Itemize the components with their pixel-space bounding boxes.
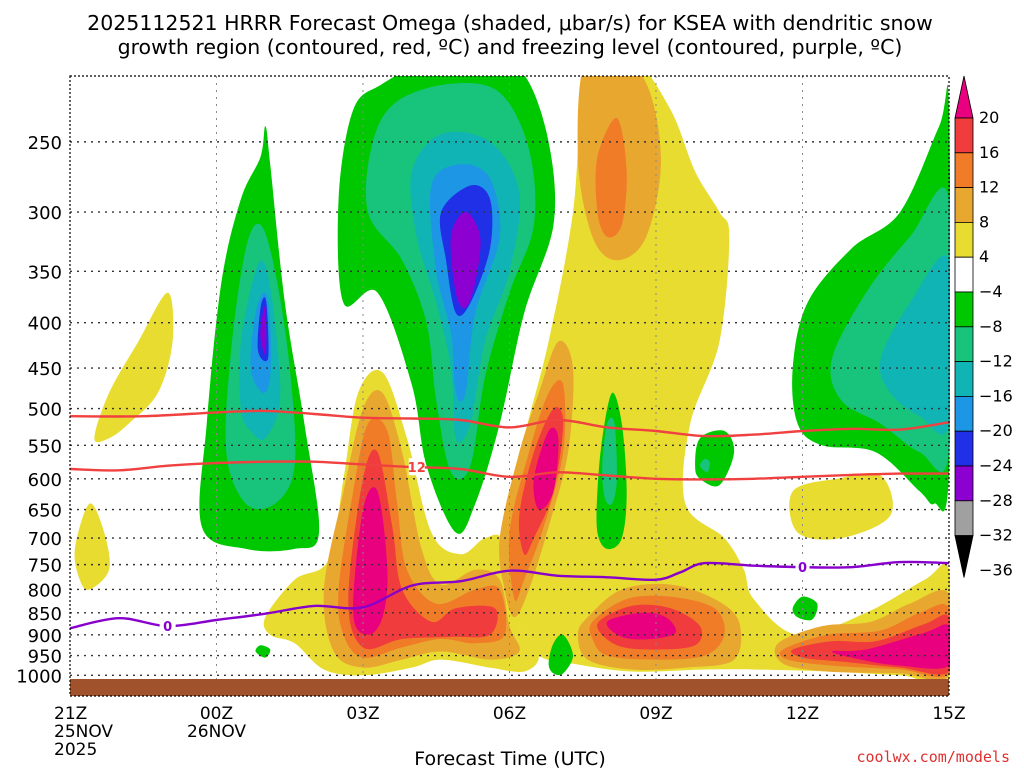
omega-region-33 [831,624,950,669]
omega-region-39 [602,417,617,505]
colorbar: 20 16 12 8 4 −4 −8 −12 −16 −20 −24 −28 −32 −36 [954,75,1013,579]
colorbar-swatch-5 [954,256,974,293]
plot-grid [70,76,949,696]
y-tick-label-250: 250 [28,133,62,154]
omega-region-21 [353,487,388,635]
freezing-label-bg-2 [795,558,810,576]
y-tick-label-650: 650 [28,501,62,522]
chart-title-line-1: 2025112521 HRRR Forecast Omega (shaded, … [87,11,933,35]
colorbar-label-9: −20 [979,421,1013,440]
y-tick-label-850: 850 [28,604,62,625]
y-tick-label-550: 550 [28,436,62,457]
colorbar-swatch-6 [954,291,974,328]
x-tick-year-0: 2025 [54,740,97,760]
y-tick-label-350: 350 [28,262,62,283]
colorbar-label-4: 4 [979,247,989,266]
x-tick-date-0: 25NOV [54,722,113,742]
x-tick-label-21Z: 21Z [54,704,87,724]
colorbar-label-0: 20 [979,108,999,127]
y-tick-label-700: 700 [28,529,62,550]
colorbar-label-2: 12 [979,178,999,197]
x-tick-date-1: 26NOV [187,722,246,742]
colorbar-label-8: −16 [979,386,1013,405]
y-tick-label-500: 500 [28,400,62,421]
omega-region-41 [699,458,710,473]
omega-region-42 [792,596,818,621]
colorbar-label-13: −36 [979,560,1013,579]
isotherm-line-1 [70,460,950,481]
y-tick-label-1000: 1000 [16,666,62,687]
isotherm-line-0 [70,409,950,438]
colorbar-swatch-10 [954,430,974,467]
contour-labels: 12 0 0 [159,458,810,635]
colorbar-swatch-12 [954,500,974,536]
colorbar-swatch-4 [954,221,974,258]
colorbar-label-6: −8 [979,317,1003,336]
colorbar-bottom-arrow [954,535,974,578]
y-tick-label-950: 950 [28,647,62,668]
ground-terrain [70,679,949,696]
omega-region-11 [450,212,481,309]
y-tick-label-800: 800 [28,580,62,601]
x-tick-label-06Z: 06Z [493,704,526,724]
colorbar-top-arrow [954,75,974,119]
y-tick-label-450: 450 [28,359,62,380]
x-tick-label-03Z: 03Z [346,704,379,724]
x-tick-label-12Z: 12Z [786,704,819,724]
omega-region-34 [789,473,893,540]
y-tick-label-750: 750 [28,556,62,577]
colorbar-label-5: −4 [979,282,1003,301]
omega-region-44 [548,634,573,676]
y-axis-labels: 2503003504004505005506006507007508008509… [16,133,62,687]
colorbar-swatch-9 [954,395,974,432]
chart-title-line-2: growth region (contoured, red, ºC) and f… [118,35,903,59]
colorbar-label-1: 16 [979,143,999,162]
y-tick-label-400: 400 [28,314,62,335]
omega-region-16 [74,503,110,590]
colorbar-swatch-3 [954,187,974,223]
omega-region-14 [595,117,627,238]
colorbar-swatch-1 [954,117,974,154]
isotherm-label-bg-1 [408,458,425,476]
y-tick-label-600: 600 [28,470,62,491]
omega-region-25 [533,427,559,510]
colorbar-swatch-2 [954,152,974,189]
freezing-label-2: 0 [798,561,807,576]
isotherm-label-bg-2 [159,617,176,635]
omega-region-29 [606,612,677,640]
isotherm-label-2: 0 [163,620,172,635]
x-axis-title: Forecast Time (UTC) [414,748,605,768]
omega-region-5 [260,306,267,356]
x-tick-label-00Z: 00Z [200,704,233,724]
omega-shading [74,76,950,685]
x-tick-label-15Z: 15Z [932,704,965,724]
isotherm-label-1: 12 [408,461,426,476]
y-tick-label-300: 300 [28,203,62,224]
credit-text: coolwx.com/models [856,748,1010,766]
colorbar-label-7: −12 [979,352,1013,371]
plot-frame [69,75,950,697]
colorbar-label-10: −24 [979,456,1013,475]
colorbar-swatch-7 [954,326,974,362]
colorbar-label-12: −32 [979,526,1013,545]
y-tick-label-900: 900 [28,626,62,647]
omega-region-37 [879,255,950,435]
omega-region-43 [255,645,271,658]
x-tick-label-09Z: 09Z [639,704,672,724]
colorbar-label-3: 8 [979,212,989,231]
colorbar-swatch-11 [954,465,974,502]
colorbar-label-11: −28 [979,491,1013,510]
colorbar-swatch-8 [954,361,974,397]
omega-region-40 [695,430,735,487]
